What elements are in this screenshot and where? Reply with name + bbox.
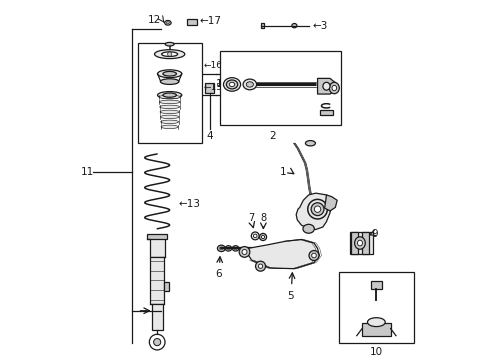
Text: 11: 11 (81, 167, 94, 177)
Ellipse shape (310, 203, 324, 216)
Polygon shape (244, 239, 319, 269)
Ellipse shape (291, 23, 296, 28)
Bar (320, 111, 332, 115)
Ellipse shape (225, 246, 231, 251)
Ellipse shape (217, 245, 225, 252)
Ellipse shape (239, 247, 249, 257)
Ellipse shape (259, 233, 266, 240)
Ellipse shape (253, 234, 257, 238)
Text: ←13: ←13 (178, 199, 200, 209)
Text: ←16: ←16 (203, 61, 222, 70)
Text: 9: 9 (370, 229, 377, 239)
Ellipse shape (311, 253, 316, 258)
Ellipse shape (163, 71, 176, 76)
Ellipse shape (258, 264, 262, 268)
Ellipse shape (261, 235, 264, 239)
Ellipse shape (157, 70, 182, 78)
Text: 5: 5 (287, 291, 294, 301)
Text: 8: 8 (260, 213, 265, 224)
Ellipse shape (357, 240, 362, 246)
Ellipse shape (164, 21, 171, 25)
Ellipse shape (303, 224, 314, 233)
Ellipse shape (232, 246, 238, 251)
Text: ←3: ←3 (311, 21, 327, 31)
Ellipse shape (234, 247, 237, 249)
Ellipse shape (322, 82, 329, 90)
Circle shape (153, 338, 161, 346)
Circle shape (167, 52, 171, 56)
Ellipse shape (223, 78, 240, 91)
Bar (349, 232, 372, 254)
Ellipse shape (366, 318, 385, 327)
Polygon shape (324, 195, 336, 211)
Bar (338, 271, 413, 343)
Bar (361, 323, 390, 336)
Ellipse shape (159, 95, 180, 99)
Text: 14: 14 (216, 80, 229, 89)
Bar (370, 281, 381, 289)
Bar (351, 232, 357, 254)
Ellipse shape (305, 140, 315, 146)
Polygon shape (317, 78, 335, 94)
Circle shape (149, 334, 164, 350)
Bar (150, 257, 163, 303)
Ellipse shape (226, 80, 237, 89)
Bar (219, 51, 340, 125)
Ellipse shape (160, 115, 179, 118)
Ellipse shape (162, 52, 177, 57)
Ellipse shape (331, 85, 336, 91)
Text: ←15: ←15 (203, 82, 222, 91)
Bar (204, 84, 214, 93)
Ellipse shape (246, 82, 253, 87)
Text: 12: 12 (147, 15, 161, 25)
Ellipse shape (226, 247, 229, 249)
Ellipse shape (243, 79, 256, 90)
Ellipse shape (354, 237, 365, 249)
Ellipse shape (160, 110, 179, 114)
Ellipse shape (160, 79, 179, 85)
Text: 7: 7 (248, 213, 254, 224)
Ellipse shape (229, 82, 234, 87)
Ellipse shape (255, 261, 265, 271)
Ellipse shape (251, 232, 259, 240)
Text: ←17: ←17 (200, 16, 222, 26)
Text: 4: 4 (206, 131, 212, 141)
Text: 2: 2 (269, 131, 276, 141)
Ellipse shape (161, 125, 178, 129)
Ellipse shape (159, 100, 180, 104)
Ellipse shape (307, 199, 326, 219)
Ellipse shape (160, 105, 179, 109)
Bar (163, 282, 169, 291)
Bar (149, 236, 164, 257)
Ellipse shape (314, 206, 320, 212)
Ellipse shape (157, 91, 182, 99)
Text: 10: 10 (369, 347, 382, 357)
Bar (147, 234, 166, 239)
Bar (361, 232, 368, 254)
Ellipse shape (219, 247, 223, 250)
Ellipse shape (165, 42, 174, 46)
Ellipse shape (154, 50, 184, 59)
Ellipse shape (161, 120, 178, 123)
Ellipse shape (166, 22, 169, 24)
Text: 1: 1 (279, 167, 285, 177)
Ellipse shape (328, 82, 339, 94)
Ellipse shape (163, 93, 176, 97)
Bar (187, 18, 197, 25)
Ellipse shape (308, 251, 318, 261)
Bar (260, 23, 264, 28)
Text: 6: 6 (215, 269, 222, 279)
Ellipse shape (242, 249, 246, 255)
Polygon shape (296, 193, 331, 229)
Bar (137, 44, 202, 143)
Bar (152, 303, 162, 330)
